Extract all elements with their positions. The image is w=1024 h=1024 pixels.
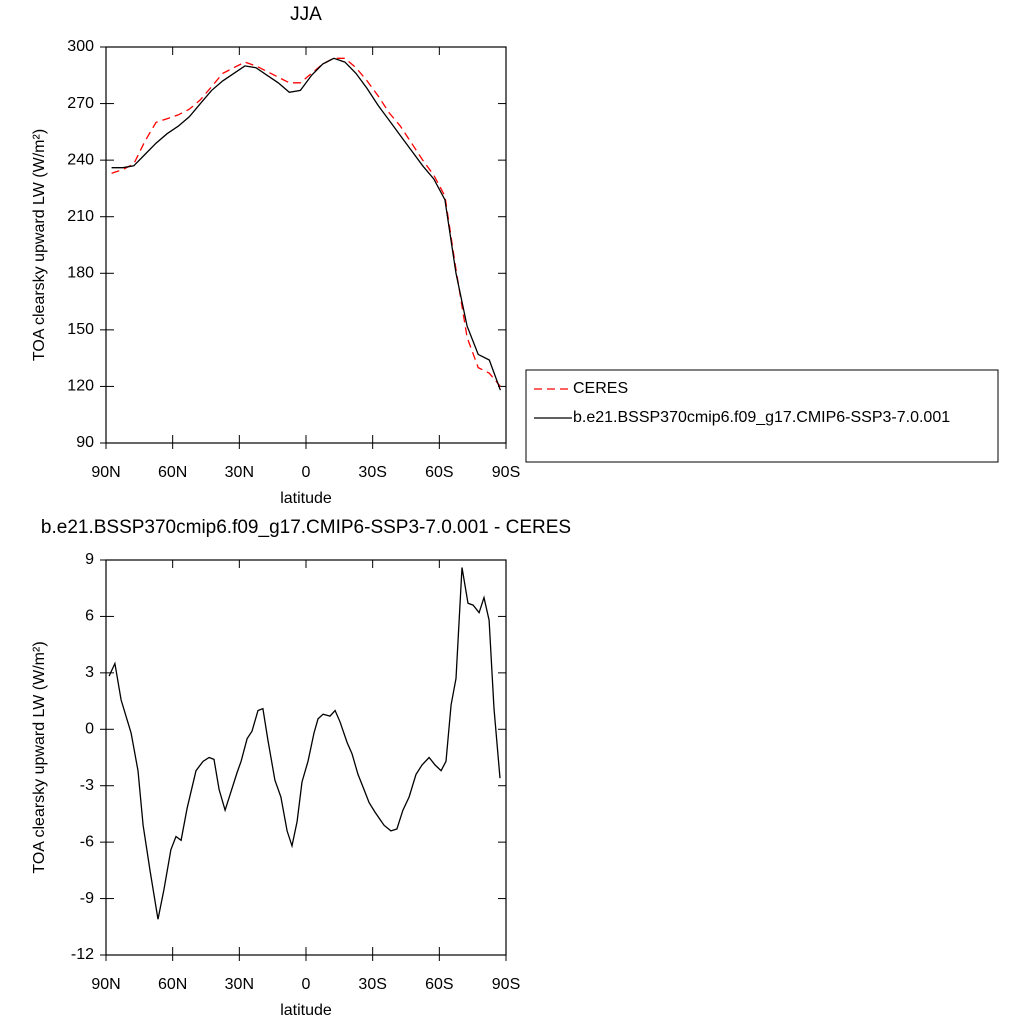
x-tick-label: 90N [91, 464, 120, 481]
y-tick-label: 180 [67, 265, 94, 282]
data-line [108, 567, 501, 920]
y-tick-label: 300 [67, 38, 94, 55]
x-tick-label: 30N [225, 976, 254, 993]
legend-box [525, 369, 999, 463]
y-tick-label: -3 [80, 777, 94, 794]
x-tick-label: 60N [158, 464, 187, 481]
x-tick-label: 30S [358, 976, 386, 993]
x-tick-label: 30N [225, 464, 254, 481]
x-tick-label: 0 [302, 464, 311, 481]
y-tick-label: -12 [71, 946, 94, 963]
legend-label: CERES [573, 380, 628, 397]
y-tick-label: 3 [85, 664, 94, 681]
y-tick-label: 240 [67, 151, 94, 168]
x-tick-label: 90S [492, 976, 520, 993]
y-axis-label: TOA clearsky upward LW (W/m²) [31, 129, 48, 361]
y-tick-label: 9 [85, 551, 94, 568]
y-tick-label: 210 [67, 208, 94, 225]
y-tick-label: -6 [80, 833, 94, 850]
y-tick-label: -9 [80, 890, 94, 907]
plot-frame [105, 559, 507, 956]
x-tick-label: 60N [158, 976, 187, 993]
x-axis-label: latitude [280, 490, 332, 507]
chart-title: JJA [290, 4, 322, 25]
y-tick-label: 6 [85, 608, 94, 625]
x-tick-label: 60S [425, 976, 453, 993]
chart-title: b.e21.BSSP370cmip6.f09_g17.CMIP6-SSP3-7.… [41, 517, 571, 538]
data-line [111, 57, 501, 387]
x-tick-label: 60S [425, 464, 453, 481]
x-tick-label: 90S [492, 464, 520, 481]
y-tick-label: 150 [67, 321, 94, 338]
y-tick-label: 0 [85, 721, 94, 738]
data-line [111, 57, 502, 391]
y-tick-label: 270 [67, 95, 94, 112]
legend-label: b.e21.BSSP370cmip6.f09_g17.CMIP6-SSP3-7.… [573, 409, 950, 426]
y-tick-label: 120 [67, 378, 94, 395]
x-axis-label: latitude [280, 1002, 332, 1019]
x-tick-label: 90N [91, 976, 120, 993]
x-tick-label: 0 [302, 976, 311, 993]
y-axis-label: TOA clearsky upward LW (W/m²) [31, 641, 48, 873]
plot-frame [105, 46, 507, 444]
x-tick-label: 30S [358, 464, 386, 481]
y-tick-label: 90 [76, 434, 94, 451]
